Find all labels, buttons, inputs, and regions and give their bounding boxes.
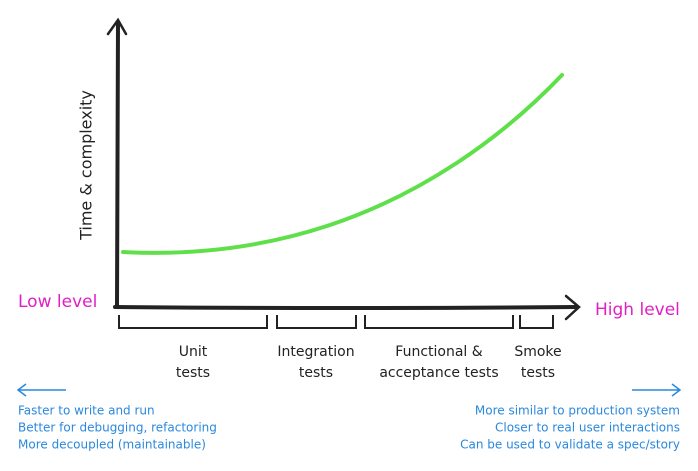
label-line: tests [176, 365, 210, 381]
label-line: tests [299, 365, 333, 381]
brackets [118, 315, 554, 329]
y-arrowhead [106, 17, 128, 36]
label-line: Integration [277, 344, 354, 360]
group-label: Integration tests [277, 344, 354, 381]
x-arrowhead [564, 294, 581, 321]
x-axis [113, 305, 579, 310]
right-note: Can be used to validate a spec/story [460, 438, 680, 452]
left-note: Better for debugging, refactoring [18, 421, 217, 435]
y-axis [115, 20, 120, 307]
bracket [276, 315, 357, 329]
label-line: Functional & [395, 344, 482, 360]
bracket [364, 315, 514, 329]
label-line: Smoke [514, 344, 561, 360]
left-note: More decoupled (maintainable) [18, 438, 206, 452]
group-label: Smoke tests [514, 344, 561, 381]
axes [106, 17, 581, 321]
y-axis-label: Time & complexity [77, 90, 96, 241]
complexity-curve [121, 73, 564, 255]
left-arrow [16, 383, 66, 397]
low-level-label: Low level [18, 292, 97, 312]
direction-arrows [16, 383, 682, 397]
label-line: tests [521, 365, 555, 381]
group-label: Functional & acceptance tests [379, 344, 498, 381]
label-line: Unit [179, 344, 208, 360]
right-note: Closer to real user interactions [495, 421, 680, 435]
bracket [118, 315, 268, 329]
label-line: acceptance tests [379, 365, 498, 381]
group-label: Unit tests [176, 344, 210, 381]
bracket [519, 315, 554, 329]
right-note: More similar to production system [475, 404, 680, 418]
high-level-label: High level [595, 300, 680, 320]
right-arrow [632, 383, 682, 397]
left-note: Faster to write and run [18, 404, 155, 418]
